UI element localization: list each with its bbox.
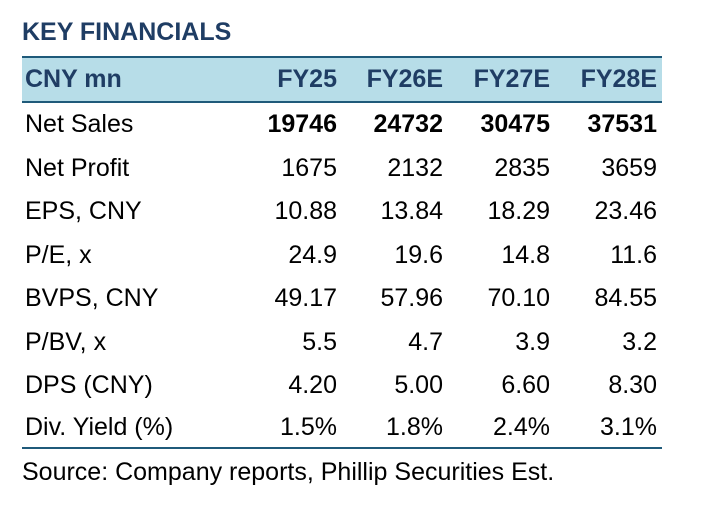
row-value: 10.88	[274, 197, 337, 225]
table-row-eps: EPS, CNY 10.88 13.84 18.29 23.46	[22, 190, 662, 234]
row-value: 57.96	[380, 284, 443, 312]
row-value: 24732	[373, 110, 443, 138]
table-row-pe: P/E, x 24.9 19.6 14.8 11.6	[22, 234, 662, 278]
row-label: DPS (CNY)	[25, 371, 153, 399]
row-value: 3.9	[515, 327, 550, 356]
header-fy26e: FY26E	[366, 65, 443, 93]
row-value: 3.1%	[600, 412, 657, 441]
row-value: 8.30	[608, 371, 657, 399]
table-header: CNY mn FY25 FY26E FY27E FY28E	[22, 56, 662, 103]
row-label: P/BV, x	[25, 327, 107, 356]
row-value: 1.5%	[280, 412, 337, 441]
row-value: 14.8	[501, 240, 550, 269]
header-fy25: FY25	[277, 65, 337, 93]
row-value: 19746	[267, 110, 337, 138]
table-row-div-yield: Div. Yield (%) 1.5% 1.8% 2.4% 3.1%	[22, 408, 662, 449]
row-value: 1675	[281, 153, 337, 182]
row-value: 2132	[387, 153, 443, 182]
table-row-bvps: BVPS, CNY 49.17 57.96 70.10 84.55	[22, 277, 662, 321]
row-value: 24.9	[288, 240, 337, 269]
row-label: BVPS, CNY	[25, 284, 159, 312]
row-value: 23.46	[594, 197, 657, 225]
row-value: 18.29	[487, 197, 550, 225]
row-value: 6.60	[501, 371, 550, 399]
table-row-net-sales: Net Sales 19746 24732 30475 37531	[22, 103, 662, 147]
page-title: KEY FINANCIALS	[22, 18, 232, 46]
table-row-dps: DPS (CNY) 4.20 5.00 6.60 8.30	[22, 364, 662, 408]
header-fy27e: FY27E	[473, 65, 550, 93]
row-label: EPS, CNY	[25, 197, 142, 225]
row-label: Net Sales	[25, 110, 134, 138]
source-note: Source: Company reports, Phillip Securit…	[22, 458, 555, 486]
row-value: 4.20	[288, 371, 337, 399]
row-value: 30475	[480, 110, 550, 138]
row-value: 1.8%	[386, 412, 443, 441]
row-value: 11.6	[610, 240, 657, 269]
header-label: CNY mn	[25, 65, 122, 93]
row-label: Net Profit	[25, 153, 130, 182]
row-value: 19.6	[394, 240, 443, 269]
row-value: 2.4%	[493, 412, 550, 441]
key-financials-table: CNY mn FY25 FY26E FY27E FY28E Net Sales …	[22, 56, 662, 449]
row-value: 3659	[601, 153, 657, 182]
row-value: 49.17	[274, 284, 337, 312]
row-value: 84.55	[594, 284, 657, 312]
table-row-pbv: P/BV, x 5.5 4.7 3.9 3.2	[22, 321, 662, 365]
row-value: 70.10	[487, 284, 550, 312]
row-label: Div. Yield (%)	[25, 412, 174, 441]
row-value: 2835	[494, 153, 550, 182]
row-value: 3.2	[622, 327, 657, 356]
row-value: 4.7	[408, 327, 443, 356]
row-value: 13.84	[380, 197, 443, 225]
header-fy28e: FY28E	[580, 65, 657, 93]
row-value: 5.00	[394, 371, 443, 399]
row-value: 5.5	[302, 327, 337, 356]
row-value: 37531	[587, 110, 657, 138]
row-label: P/E, x	[25, 240, 92, 269]
table-row-net-profit: Net Profit 1675 2132 2835 3659	[22, 147, 662, 191]
